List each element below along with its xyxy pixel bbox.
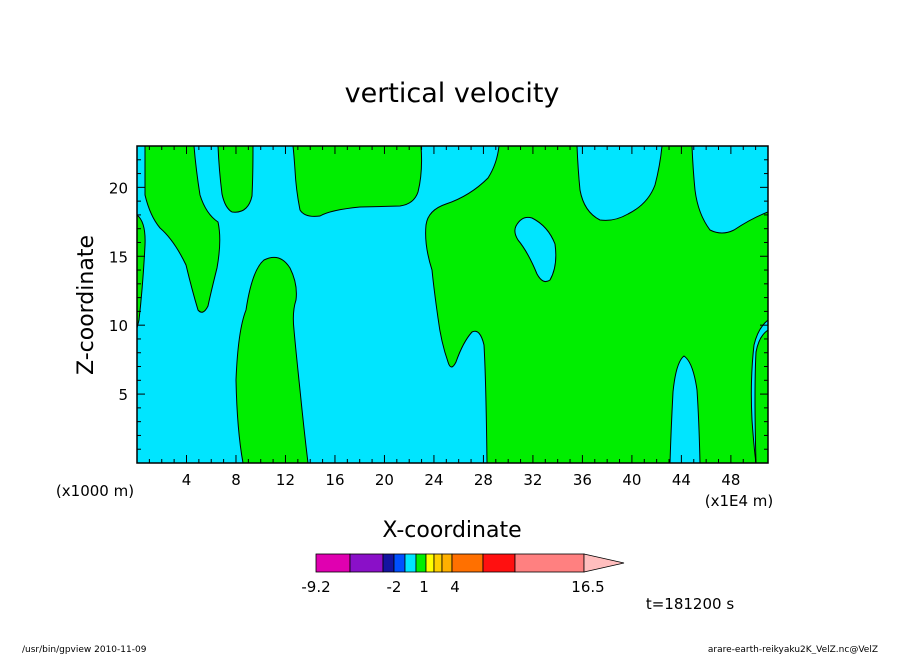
plot-frame <box>136 145 769 464</box>
y-tick-label: 10 <box>109 317 128 335</box>
positive-region-column <box>236 257 308 463</box>
colorbar-label: 4 <box>450 578 460 596</box>
colorbar-segment <box>404 553 417 573</box>
positive-region-right-main <box>425 146 768 463</box>
x-tick-label: 48 <box>721 471 740 489</box>
colorbar-arrow <box>583 553 625 573</box>
footer-right: arare-earth-reikyaku2K_VelZ.nc@VelZ <box>708 645 878 654</box>
colorbar-label: -9.2 <box>301 578 330 596</box>
positive-region-top-mid <box>218 146 253 213</box>
chart-title: vertical velocity <box>345 78 560 109</box>
contour-line <box>144 146 221 313</box>
contour-lines <box>137 146 768 463</box>
x-tick-label: 4 <box>182 471 192 489</box>
negative-region-hole <box>514 217 556 282</box>
x-unit-right: (x1E4 m) <box>705 492 774 510</box>
colorbar-segment <box>441 553 453 573</box>
y-tick-label: 5 <box>118 386 128 404</box>
y-axis: 5 10 15 20 <box>109 145 768 450</box>
x-tick-label: 40 <box>622 471 641 489</box>
colorbar-segment <box>482 553 516 573</box>
y-tick-label: 15 <box>109 248 128 266</box>
contour-line <box>292 146 423 217</box>
x-axis-label: X-coordinate <box>382 518 521 543</box>
colorbar-label: -2 <box>387 578 402 596</box>
colorbar-segment <box>382 553 395 573</box>
colorbar-segment <box>349 553 384 573</box>
colorbar-segment <box>433 553 443 573</box>
colorbar-label: 16.5 <box>571 578 604 596</box>
y-axis-label: Z-coordinate <box>74 235 99 375</box>
colorbar-segment <box>451 553 484 573</box>
positive-region-top-left <box>145 146 220 313</box>
colorbar <box>315 553 625 573</box>
contour-line <box>235 256 309 463</box>
colorbar-segment <box>415 553 427 573</box>
footer-left: /usr/bin/gpview 2010-11-09 <box>22 645 147 654</box>
x-tick-label: 28 <box>474 471 493 489</box>
colorbar-segment <box>315 553 351 573</box>
positive-region-right <box>755 330 768 463</box>
contour-line <box>217 146 254 213</box>
colorbar-segment <box>393 553 406 573</box>
colorbar-segment <box>514 553 585 573</box>
x-tick-label: 20 <box>375 471 394 489</box>
colorbar-label: 1 <box>419 578 429 596</box>
positive-region-top-center <box>293 146 422 217</box>
x-tick-label: 36 <box>573 471 592 489</box>
time-label: t=181200 s <box>646 595 734 613</box>
x-tick-label: 32 <box>523 471 542 489</box>
contour-line <box>514 216 557 282</box>
colorbar-segment <box>425 553 435 573</box>
contour-line <box>754 329 768 463</box>
x-axis: 4 8 12 16 20 24 28 32 36 40 44 48 <box>148 146 769 489</box>
colorbar-labels: -9.2 -2 1 4 16.5 <box>301 578 604 596</box>
positive-region-left-edge <box>137 215 146 328</box>
x-tick-label: 8 <box>231 471 241 489</box>
contour-fill-area <box>137 146 768 463</box>
y-tick-label: 20 <box>109 179 128 197</box>
x-tick-label: 24 <box>424 471 443 489</box>
x-tick-label: 12 <box>276 471 295 489</box>
x-unit-left: (x1000 m) <box>56 482 134 500</box>
x-tick-label: 44 <box>672 471 691 489</box>
contour-line <box>137 214 146 329</box>
x-tick-label: 16 <box>325 471 344 489</box>
